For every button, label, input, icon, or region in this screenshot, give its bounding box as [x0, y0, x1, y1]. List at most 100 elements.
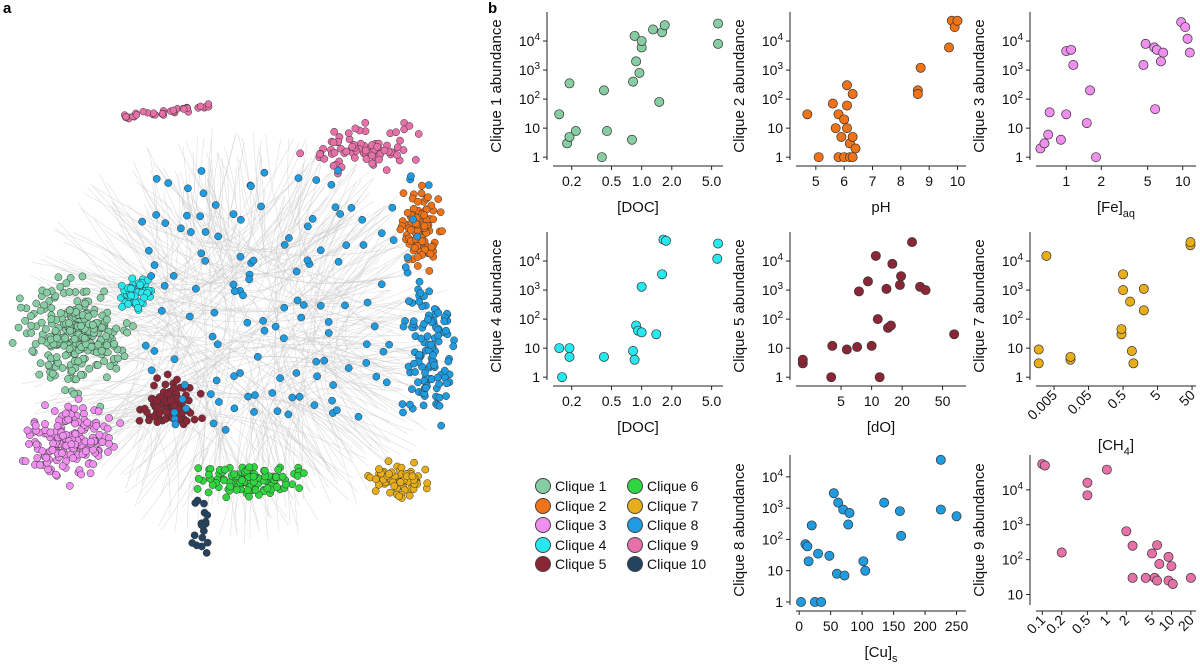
network-edge: [92, 381, 287, 507]
y-tick-label: 102: [519, 90, 541, 107]
network-node: [139, 107, 147, 116]
network-node: [273, 483, 281, 491]
data-point: [872, 314, 883, 325]
data-point: [634, 67, 645, 78]
network-edge: [326, 393, 407, 454]
network-node: [54, 273, 63, 282]
network-node: [334, 257, 343, 266]
network-node: [308, 215, 317, 223]
network-edge: [70, 412, 367, 460]
network-edge: [124, 206, 385, 494]
network-node: [226, 482, 235, 491]
network-edge: [178, 422, 224, 491]
legend-swatch: [535, 536, 551, 553]
data-point: [813, 548, 823, 559]
network-node: [249, 472, 258, 481]
network-node: [202, 549, 211, 557]
x-tick-label: 20: [894, 393, 910, 409]
network-node: [292, 267, 301, 276]
network-node: [145, 416, 153, 425]
network-node: [244, 392, 252, 401]
network-node: [38, 447, 47, 455]
network-node: [169, 106, 178, 114]
network-node: [70, 335, 79, 343]
network-node: [312, 176, 321, 184]
network-node: [410, 244, 419, 252]
data-point: [949, 329, 960, 340]
network-edge: [314, 213, 369, 490]
legend-swatch: [627, 478, 643, 494]
data-point: [894, 280, 905, 290]
data-point: [935, 454, 946, 465]
data-point: [1152, 575, 1163, 586]
network-node: [53, 422, 62, 430]
data-point: [1158, 47, 1169, 58]
network-node: [36, 359, 45, 368]
network-node: [236, 252, 245, 261]
network-edge: [100, 392, 352, 434]
x-tick-label: 1: [1096, 612, 1113, 629]
data-point: [1039, 460, 1050, 471]
network-edge: [66, 256, 362, 448]
y-tick-label: 102: [762, 530, 784, 547]
data-point: [806, 520, 817, 531]
data-point: [1126, 346, 1137, 356]
legend-item: Clique 1: [535, 478, 606, 494]
network-node: [58, 449, 66, 457]
y-tick-label: 102: [762, 310, 784, 327]
network-node: [268, 389, 277, 397]
network-node: [336, 210, 345, 218]
network-node: [122, 319, 131, 328]
network-node: [238, 476, 246, 485]
data-point: [827, 340, 838, 351]
data-point: [1116, 324, 1127, 335]
network-node: [65, 482, 74, 490]
x-tick-label: 5.0: [702, 393, 722, 409]
legend-item: Clique 2: [535, 497, 607, 514]
scatter-panel-c4: 1 10 102 103 104 0.2 0.5 1.0 2.0 5.0 [DOC] Clique 4…: [488, 232, 723, 436]
data-point: [1041, 250, 1052, 261]
data-point: [839, 570, 850, 581]
network-node: [128, 274, 137, 283]
network-edge: [75, 211, 396, 459]
network-node: [449, 342, 458, 351]
data-point: [813, 152, 824, 163]
network-node: [204, 470, 213, 479]
network-node: [230, 470, 238, 478]
network-edge: [112, 207, 354, 479]
network-node: [392, 128, 400, 137]
network-node: [212, 376, 221, 385]
data-point: [1061, 109, 1072, 120]
network-edge: [161, 448, 209, 531]
data-point: [631, 56, 642, 67]
network-node: [295, 484, 304, 492]
network-node: [191, 284, 200, 293]
legend-item: Clique 3: [535, 517, 606, 533]
network-node: [200, 499, 208, 508]
network-node: [442, 326, 450, 335]
network-node: [113, 354, 122, 363]
network-node: [74, 357, 83, 366]
network-node: [329, 138, 338, 147]
network-node: [42, 325, 50, 333]
network-edge: [345, 227, 429, 410]
network-node: [203, 538, 212, 547]
network-node: [324, 329, 333, 337]
x-tick-label: 8: [897, 173, 905, 189]
network-node: [406, 400, 414, 409]
x-tick-label: 0.5: [1068, 612, 1093, 637]
network-node: [134, 303, 142, 312]
legend-label: Clique 2: [555, 497, 607, 514]
network-node: [425, 267, 434, 275]
data-point: [1167, 579, 1178, 589]
network-node: [71, 419, 79, 428]
network-edge: [293, 397, 400, 534]
x-axis-label: [DIC]: [1099, 662, 1133, 664]
data-point: [1118, 285, 1129, 296]
legend-item: Clique 6: [627, 478, 698, 494]
network-node: [66, 326, 75, 335]
network-node: [297, 313, 306, 322]
network-node: [329, 381, 337, 389]
x-axis-label: [dO]: [867, 419, 895, 436]
network-node: [398, 400, 407, 408]
